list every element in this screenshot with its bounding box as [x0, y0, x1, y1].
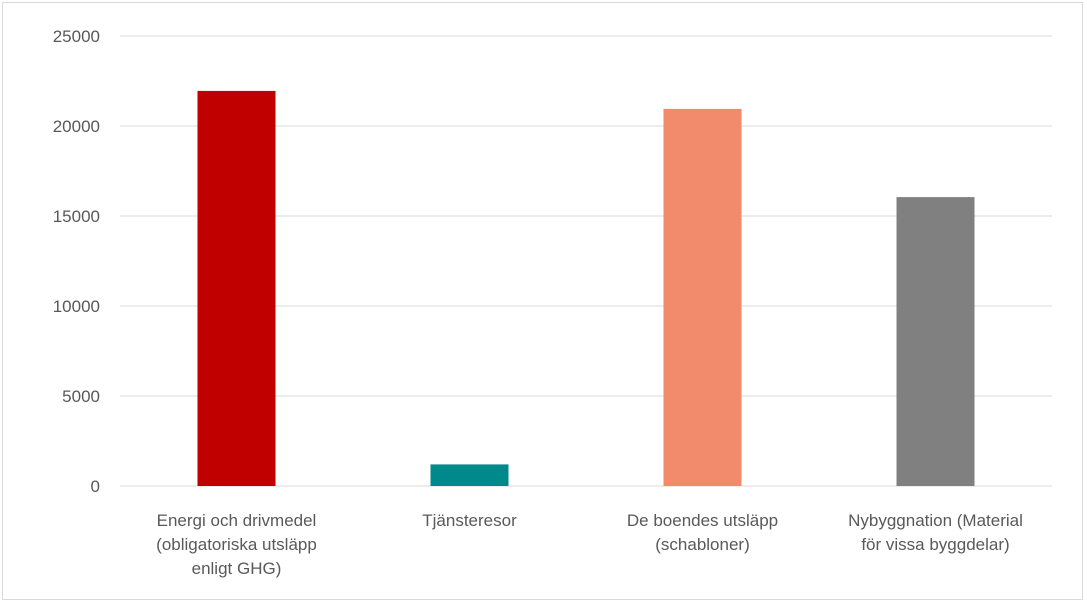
- y-tick-label: 5000: [62, 387, 100, 406]
- bar: [663, 108, 742, 487]
- bar: [430, 464, 509, 486]
- y-tick-label: 0: [91, 477, 100, 496]
- category-label: Nybyggnation (Material för vissa byggdela…: [848, 511, 1023, 554]
- y-tick-label: 20000: [53, 117, 100, 136]
- y-axis-tick-labels: 0 5000 10000 15000 20000 25000: [53, 27, 100, 496]
- category-label: Tjänsteresor: [422, 511, 517, 530]
- bars: [197, 90, 975, 487]
- category-label: Energi och drivmedel (obligatoriska utslä…: [156, 511, 317, 578]
- bar: [896, 197, 975, 486]
- category-label: De boendes utsläpp (schabloner): [627, 511, 778, 554]
- y-tick-label: 15000: [53, 207, 100, 226]
- y-tick-label: 25000: [53, 27, 100, 46]
- bar: [197, 90, 276, 487]
- x-axis-category-labels: Energi och drivmedel (obligatoriska utslä…: [156, 511, 1023, 578]
- y-tick-label: 10000: [53, 297, 100, 316]
